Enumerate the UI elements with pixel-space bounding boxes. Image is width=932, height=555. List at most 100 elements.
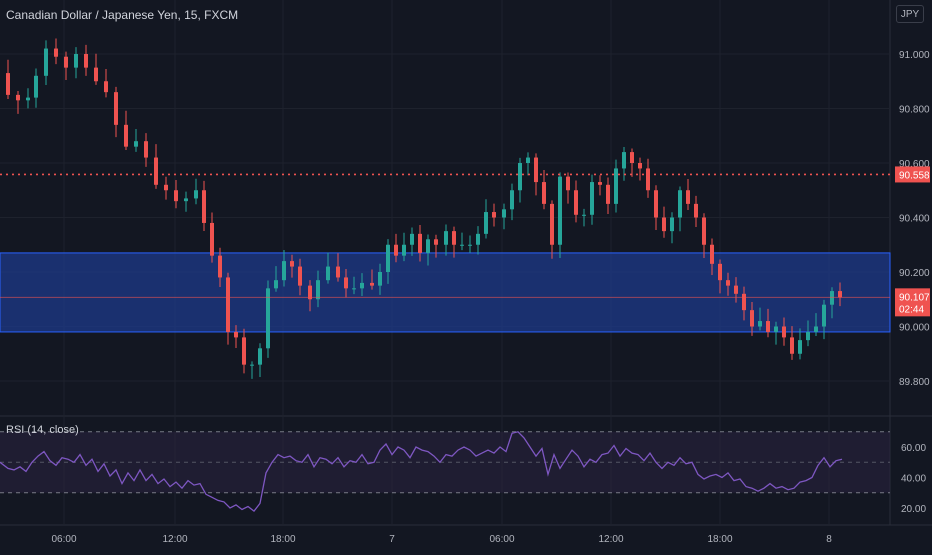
time-tick-label: 7 xyxy=(389,534,395,545)
candle-body xyxy=(274,280,278,289)
time-tick-label: 12:00 xyxy=(598,534,623,545)
candle-body xyxy=(266,288,270,349)
candle-body xyxy=(734,285,738,294)
chart-title: Canadian Dollar / Japanese Yen, 15, FXCM xyxy=(6,8,239,22)
candle-body xyxy=(630,152,634,163)
last-price-label-bg xyxy=(895,288,930,317)
candle-body xyxy=(742,293,746,311)
candle-body xyxy=(678,190,682,218)
time-tick-label: 12:00 xyxy=(162,534,187,545)
candle-body xyxy=(582,214,586,216)
candle-body xyxy=(426,239,430,253)
candle-body xyxy=(282,261,286,281)
candle-body xyxy=(484,212,488,234)
candle-body xyxy=(378,272,382,286)
candle-body xyxy=(452,231,456,245)
dotted-line-label-bg xyxy=(895,166,930,183)
candle-body xyxy=(386,244,390,272)
rsi-tick-label: 20.00 xyxy=(901,504,926,515)
price-tick-label: 90.400 xyxy=(899,214,930,225)
candle-body xyxy=(326,266,330,281)
candle-body xyxy=(598,182,602,185)
candle-body xyxy=(360,282,364,289)
candle-body xyxy=(790,337,794,354)
candle-body xyxy=(394,244,398,256)
candle-body xyxy=(54,48,58,57)
candle-body xyxy=(114,92,118,125)
candle-body xyxy=(542,182,546,204)
candle-body xyxy=(590,182,594,215)
candle-body xyxy=(838,291,842,298)
candle-body xyxy=(654,190,658,218)
candle-body xyxy=(202,190,206,223)
candle-body xyxy=(344,277,348,289)
candle-body xyxy=(250,364,254,366)
candle-body xyxy=(468,244,472,246)
candle-body xyxy=(534,157,538,183)
candle-body xyxy=(822,304,826,327)
candle-body xyxy=(670,217,674,232)
candle-body xyxy=(434,239,438,245)
candle-body xyxy=(492,212,496,218)
candle-body xyxy=(84,54,88,68)
candle-body xyxy=(234,331,238,338)
time-tick-label: 18:00 xyxy=(707,534,732,545)
support-resistance-zone xyxy=(0,252,891,333)
last-price-label: 90.107 xyxy=(899,292,930,303)
candle-body xyxy=(258,348,262,365)
price-tick-label: 90.600 xyxy=(899,159,930,170)
candle-body xyxy=(194,190,198,199)
candle-body xyxy=(94,67,98,82)
rsi-band xyxy=(0,431,890,493)
candle-body xyxy=(574,190,578,215)
candle-body xyxy=(460,244,464,246)
candle-body xyxy=(34,75,38,98)
time-tick-label: 18:00 xyxy=(270,534,295,545)
candle-body xyxy=(174,190,178,202)
candle-body xyxy=(218,255,222,278)
candle-body xyxy=(614,168,618,204)
rsi-tick-label: 60.00 xyxy=(901,443,926,454)
candle-body xyxy=(242,337,246,365)
candle-body xyxy=(758,321,762,327)
rsi-line xyxy=(0,431,843,513)
candle-body xyxy=(710,244,714,264)
candle-body xyxy=(6,73,10,95)
time-tick-label: 8 xyxy=(826,534,832,545)
candle-body xyxy=(134,141,138,147)
price-tick-label: 90.800 xyxy=(899,105,930,116)
candle-body xyxy=(718,263,722,281)
candle-body xyxy=(638,163,642,169)
dotted-line-label: 90.558 xyxy=(899,170,930,181)
candle-body xyxy=(124,124,128,147)
candle-body xyxy=(702,217,706,245)
candle-body xyxy=(622,152,626,169)
candle-body xyxy=(26,97,30,101)
candle-body xyxy=(782,326,786,338)
candle-body xyxy=(64,56,68,68)
price-tick-label: 91.000 xyxy=(899,50,930,61)
candle-body xyxy=(402,244,406,256)
candle-body xyxy=(686,190,690,204)
candle-body xyxy=(210,222,214,256)
rsi-title: RSI (14, close) xyxy=(6,424,79,436)
candle-body xyxy=(16,94,20,101)
currency-button[interactable]: JPY xyxy=(896,5,924,23)
candle-body xyxy=(418,233,422,253)
candle-body xyxy=(766,321,770,332)
candle-body xyxy=(74,54,78,68)
candle-body xyxy=(550,203,554,245)
candle-body xyxy=(830,291,834,305)
candle-body xyxy=(662,217,666,232)
candle-body xyxy=(104,81,108,93)
candle-body xyxy=(410,233,414,245)
candle-body xyxy=(290,261,294,267)
candle-body xyxy=(518,163,522,191)
candle-body xyxy=(154,157,158,185)
time-tick-label: 06:00 xyxy=(489,534,514,545)
candle-body xyxy=(44,48,48,76)
candle-body xyxy=(226,277,230,332)
candle-body xyxy=(164,184,168,191)
